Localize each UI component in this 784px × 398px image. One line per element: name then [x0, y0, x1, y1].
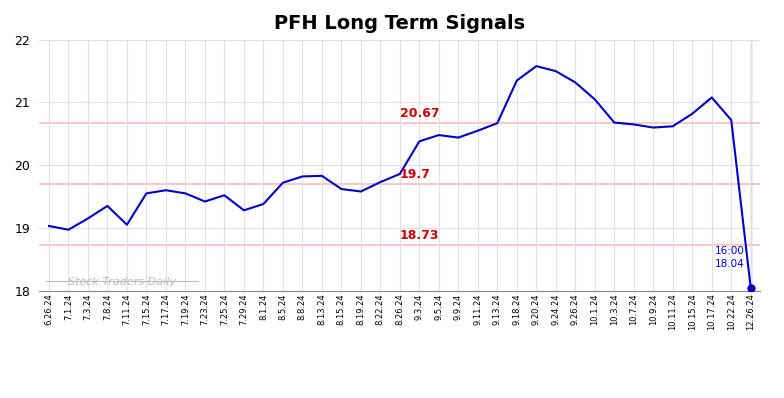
- Text: 18.73: 18.73: [400, 228, 439, 242]
- Text: 20.67: 20.67: [400, 107, 440, 120]
- Text: 16:00
18.04: 16:00 18.04: [715, 246, 745, 269]
- Title: PFH Long Term Signals: PFH Long Term Signals: [274, 14, 525, 33]
- Text: Stock Traders Daily: Stock Traders Daily: [68, 277, 176, 287]
- Text: 19.7: 19.7: [400, 168, 430, 181]
